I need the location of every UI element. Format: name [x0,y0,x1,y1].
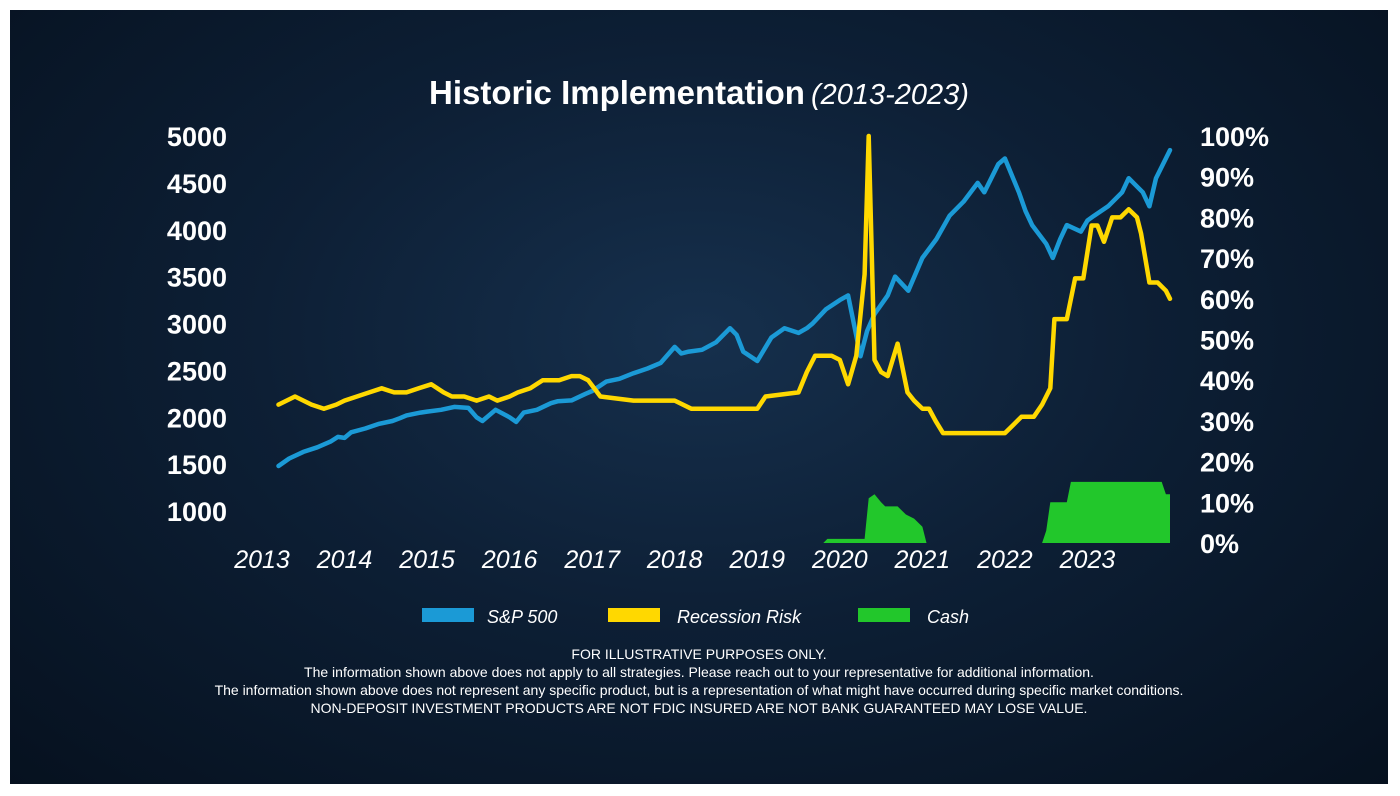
right-tick-label: 40% [1200,366,1254,396]
cash-area [823,481,1170,543]
left-tick-label: 3000 [167,310,227,340]
right-tick-label: 20% [1200,448,1254,478]
disclaimer-line-2: The information shown above does not app… [304,664,1094,680]
left-tick-label: 5000 [167,122,227,152]
legend-swatch-cash [858,608,910,622]
x-axis-ticks: 2013 2014 2015 2016 2017 2018 2019 2020 2021 2022… [233,546,1115,574]
legend-label-sp500: S&P 500 [487,607,557,627]
right-tick-label: 10% [1200,488,1254,518]
right-tick-label: 80% [1200,203,1254,233]
left-tick-label: 3500 [167,263,227,293]
x-tick-label: 2018 [646,546,703,574]
left-tick-label: 4500 [167,169,227,199]
legend: S&P 500 Recession Risk Cash [422,607,969,627]
cash-series [823,481,1170,543]
x-tick-label: 2021 [894,546,951,574]
right-tick-label: 60% [1200,285,1254,315]
sp500-line [276,147,1173,469]
disclaimer-line-1: FOR ILLUSTRATIVE PURPOSES ONLY. [571,646,827,662]
legend-label-cash: Cash [927,607,969,627]
right-tick-label: 100% [1200,122,1269,152]
x-tick-label: 2014 [316,546,373,574]
x-tick-label: 2017 [563,546,621,574]
chart-panel: 5000 4500 4000 3500 3000 2500 2000 1500 1000 100… [10,10,1388,784]
right-tick-label: 30% [1200,407,1254,437]
x-tick-label: 2023 [1059,546,1116,574]
right-tick-label: 0% [1200,529,1239,559]
left-tick-label: 2500 [167,356,227,386]
right-tick-label: 70% [1200,244,1254,274]
x-tick-label: 2019 [728,546,785,574]
x-tick-label: 2016 [481,546,538,574]
disclaimer: FOR ILLUSTRATIVE PURPOSES ONLY. The info… [10,645,1388,717]
disclaimer-line-3: The information shown above does not rep… [214,682,1184,698]
chart: 5000 4500 4000 3500 3000 2500 2000 1500 1000 100… [167,122,1269,627]
disclaimer-line-4: NON-DEPOSIT INVESTMENT PRODUCTS ARE NOT … [310,700,1088,716]
x-tick-label: 2020 [811,546,868,574]
left-axis-ticks: 5000 4500 4000 3500 3000 2500 2000 1500 1000 [167,122,227,527]
sp500-series [276,147,1173,469]
chart-subtitle: (2013-2023) [810,79,969,111]
x-tick-label: 2013 [233,546,290,574]
left-tick-label: 4000 [167,216,227,246]
x-tick-label: 2022 [976,546,1033,574]
recession-risk-series [276,133,1173,436]
right-tick-label: 90% [1200,163,1254,193]
left-tick-label: 2000 [167,403,227,433]
left-tick-label: 1500 [167,450,227,480]
chart-title-main: Historic Implementation [429,74,805,111]
right-tick-label: 50% [1200,326,1254,356]
legend-swatch-sp500 [422,608,474,622]
legend-swatch-recession [608,608,660,622]
left-tick-label: 1000 [167,497,227,527]
chart-title: Historic Implementation (2013-2023) [10,74,1388,112]
right-axis-ticks: 100% 90% 80% 70% 60% 50% 40% 30% 20% 10% 0% [1200,122,1269,559]
recession-line [276,133,1173,436]
x-tick-label: 2015 [398,546,455,574]
legend-label-recession: Recession Risk [677,607,802,627]
